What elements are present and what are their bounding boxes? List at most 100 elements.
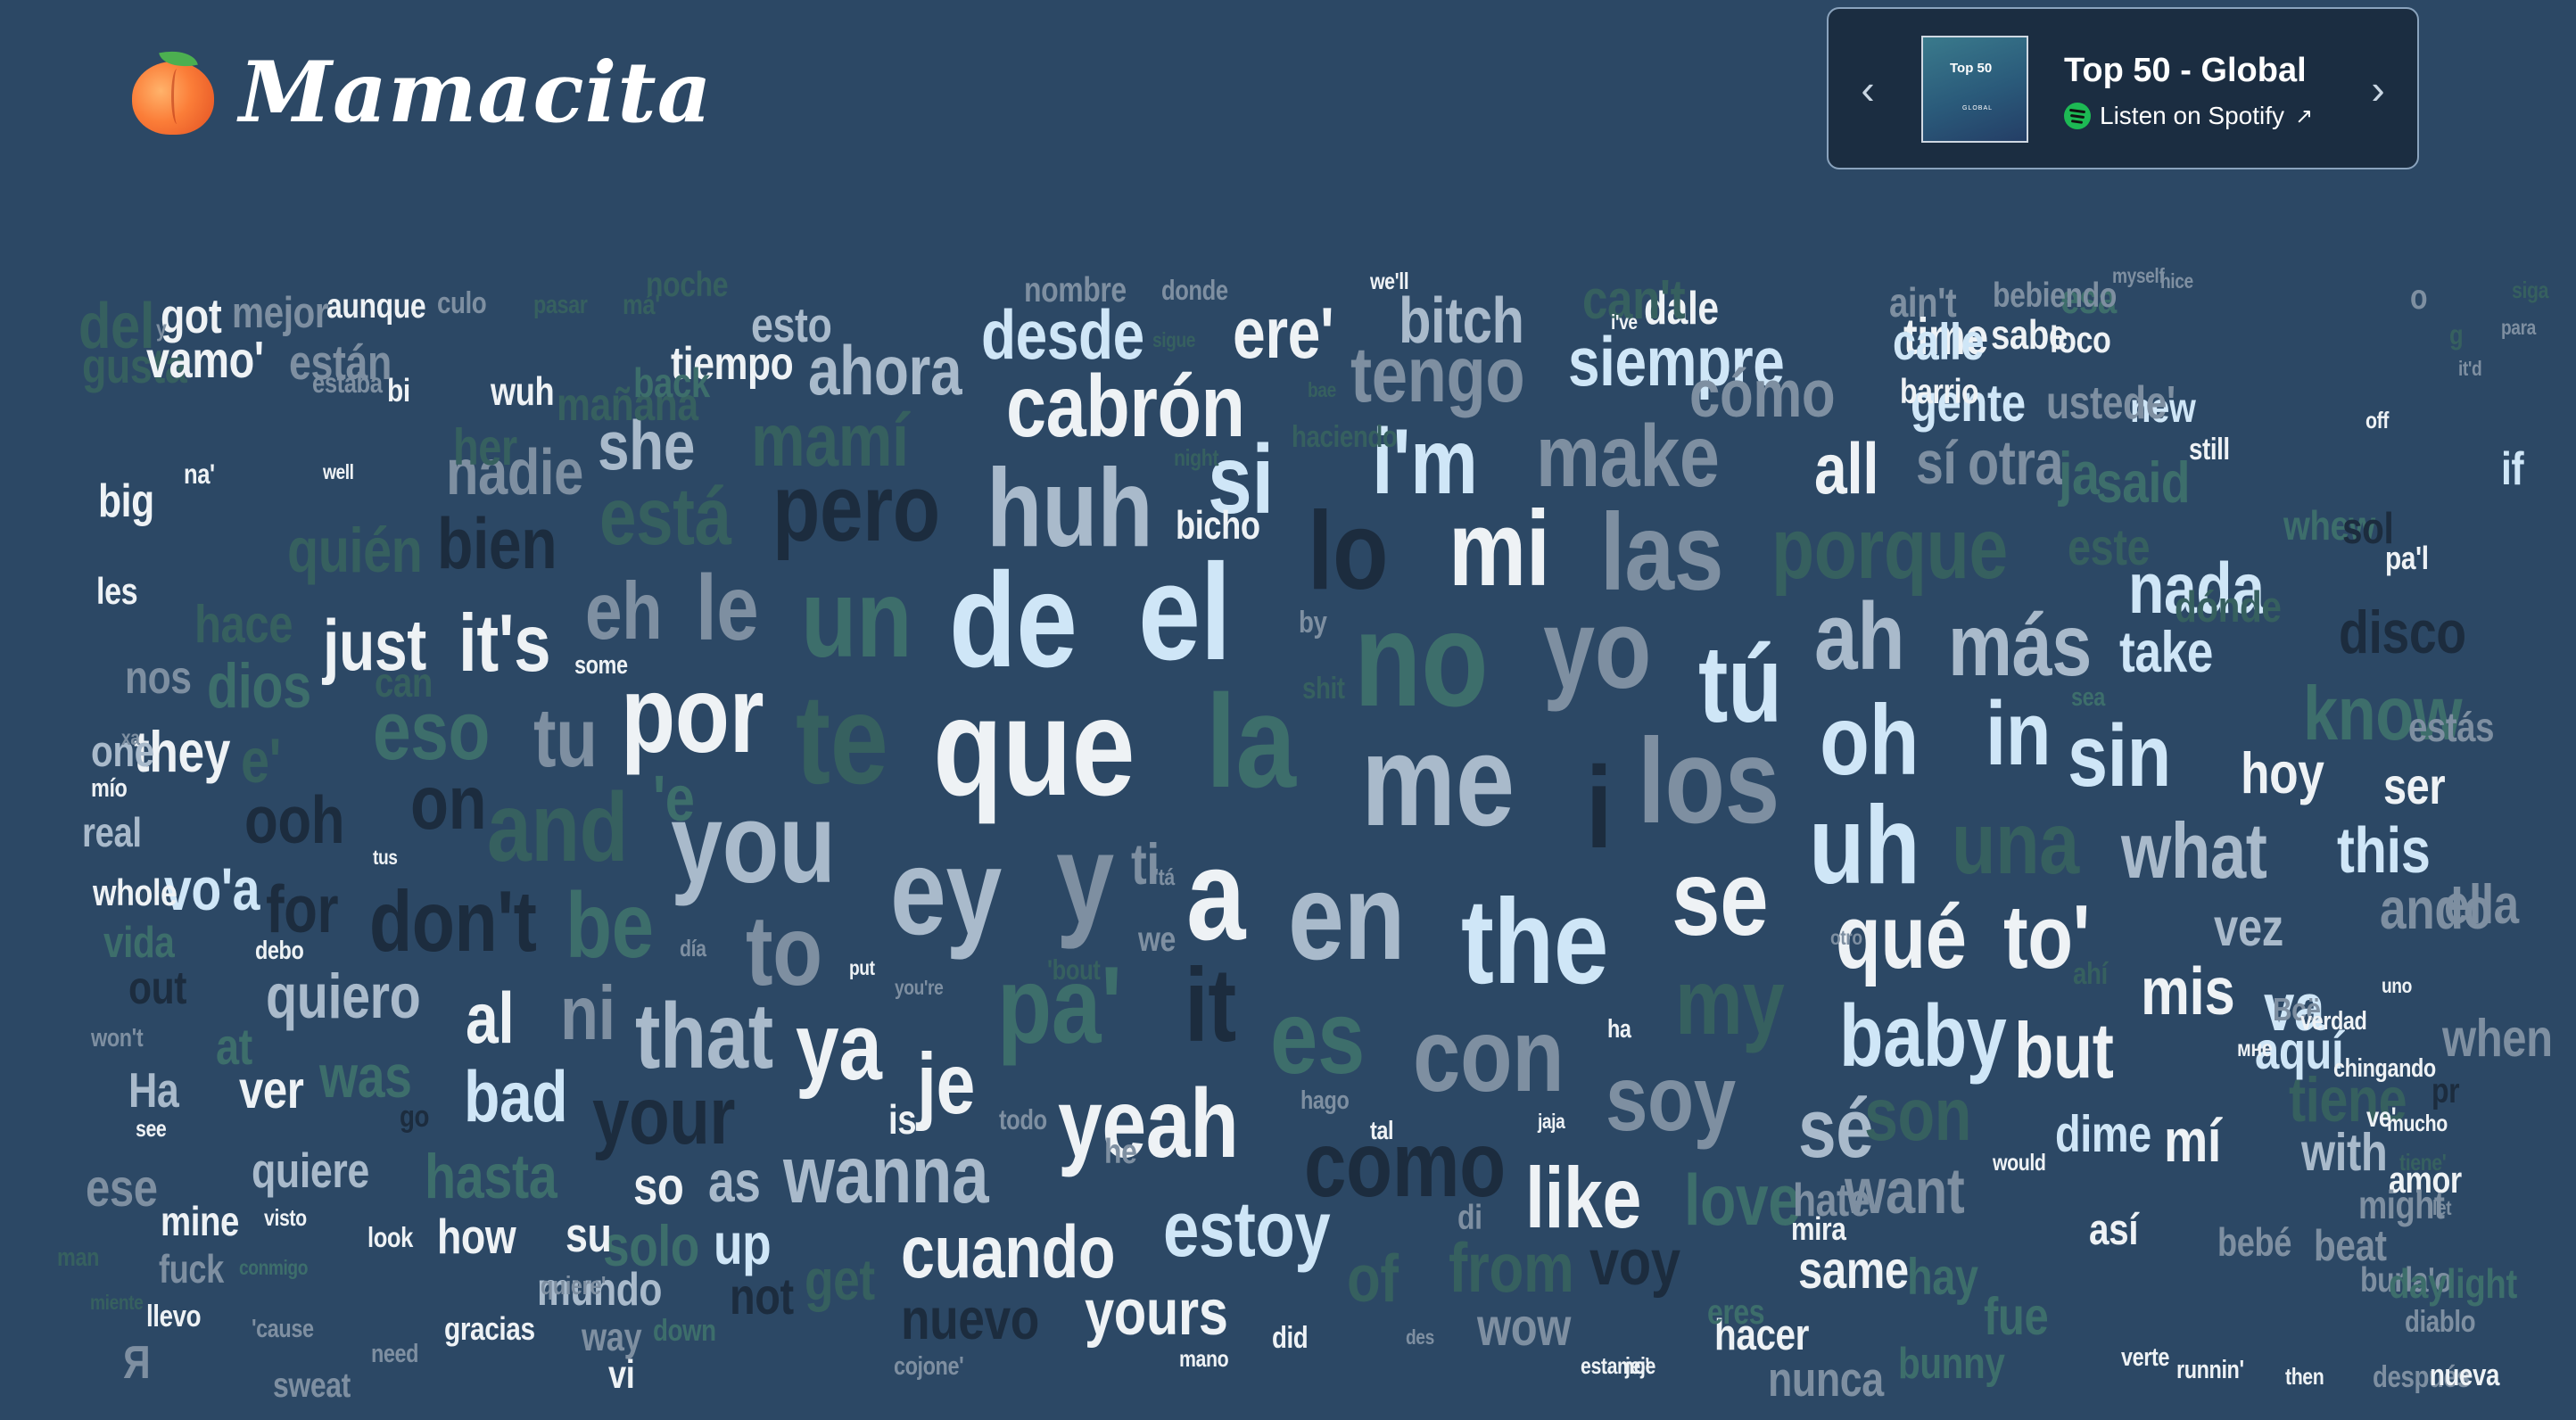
word-cloud-word: for — [266, 871, 339, 946]
word-cloud-word: would — [1993, 1149, 2046, 1176]
word-cloud-word: fue — [1984, 1286, 2049, 1346]
word-cloud-word: des — [1406, 1325, 1434, 1349]
word-cloud-word: eres — [1707, 1293, 1765, 1332]
word-cloud-word: need — [371, 1340, 419, 1368]
word-cloud-word: put — [849, 956, 875, 979]
word-cloud-word: bae — [1308, 378, 1336, 401]
word-cloud-word: tiempo — [671, 338, 794, 390]
word-cloud-word: bunny — [1898, 1339, 2005, 1388]
word-cloud-word: tus — [373, 846, 398, 869]
word-cloud-word: na' — [184, 458, 215, 490]
word-cloud-word: ey — [890, 823, 1002, 961]
word-cloud-word: bebiendo — [1993, 277, 2117, 315]
word-cloud-word: eso — [373, 683, 491, 777]
word-cloud-word: runnin' — [2176, 1356, 2244, 1384]
word-cloud-word: barrio — [1900, 373, 1979, 411]
word-cloud-word: night — [1174, 444, 1219, 471]
word-cloud-word: ha — [1607, 1015, 1631, 1044]
word-cloud-word: con — [1413, 996, 1565, 1113]
word-cloud-word: let — [2432, 1196, 2452, 1219]
word-cloud-word: yo — [1543, 585, 1652, 712]
word-cloud-word: gusta — [82, 339, 187, 393]
chevron-right-icon[interactable]: › — [2371, 66, 2385, 112]
word-cloud-word: wanna — [783, 1130, 989, 1220]
word-cloud-word: off — [2365, 407, 2389, 433]
word-cloud-word: know — [2303, 671, 2463, 756]
listen-on-spotify-link[interactable]: Listen on Spotify ↗ — [2064, 102, 2313, 130]
word-cloud-word: que — [933, 670, 1135, 825]
word-cloud-word: noche — [646, 266, 729, 304]
word-cloud-word: se — [1672, 839, 1769, 958]
word-cloud-word: para — [2501, 316, 2536, 339]
word-cloud-word: i'm — [1372, 410, 1478, 514]
word-cloud-word: tú — [1698, 623, 1782, 745]
word-cloud-word: nunca — [1768, 1352, 1884, 1407]
word-cloud-word: vez — [2214, 897, 2283, 957]
word-cloud-word: by — [1299, 606, 1327, 640]
word-cloud-word: Я — [123, 1337, 151, 1389]
word-cloud-word: vamo' — [146, 332, 264, 389]
word-cloud-word: otra — [1968, 427, 2064, 498]
word-cloud-word: es — [1270, 978, 1365, 1095]
word-cloud-word: so — [633, 1156, 684, 1216]
word-cloud-word: time — [1903, 309, 1988, 366]
word-cloud-word: mañana — [557, 379, 698, 431]
word-cloud-word: mi — [1449, 490, 1550, 608]
word-cloud-word: por — [621, 653, 764, 775]
word-cloud-word: voy — [1589, 1226, 1680, 1299]
word-cloud-word: sol — [2342, 504, 2394, 553]
word-cloud-word: we — [1138, 921, 1176, 959]
word-cloud-word: it's — [458, 599, 551, 689]
word-cloud-word: vi — [608, 1353, 635, 1397]
word-cloud-word: calle — [1893, 314, 1985, 371]
word-cloud-word: y — [1056, 808, 1114, 950]
word-cloud-word: i've — [1611, 310, 1638, 334]
word-cloud-word: can't — [1582, 269, 1686, 331]
word-cloud-word: whew — [2283, 502, 2375, 549]
word-cloud-word: dios — [207, 650, 311, 721]
word-cloud-word: can — [375, 659, 433, 706]
word-cloud-word: qué — [1836, 887, 1967, 987]
word-cloud-word: Ha — [128, 1063, 179, 1118]
word-cloud-word: 'bout — [1047, 954, 1101, 986]
app-logo[interactable]: Mamacita — [130, 39, 713, 146]
word-cloud-word: quién — [287, 515, 423, 585]
word-cloud-word: lo — [1308, 489, 1389, 613]
word-cloud-word: aunque — [326, 287, 426, 326]
word-cloud-word: solo — [603, 1213, 699, 1278]
word-cloud-word: sé — [1798, 1081, 1874, 1175]
playlist-cover: Top 50 GLOBAL — [1921, 36, 2028, 143]
word-cloud-word: vida — [103, 918, 175, 967]
word-cloud-word: Всё — [2273, 991, 2321, 1028]
word-cloud-word: la — [1206, 668, 1296, 815]
word-cloud-word: some — [574, 651, 628, 680]
word-cloud-word: your — [592, 1071, 736, 1161]
word-cloud-word: mí — [2164, 1108, 2221, 1175]
word-cloud-word: the — [1461, 874, 1609, 1009]
word-cloud-word: disco — [2339, 599, 2466, 666]
word-cloud-word: y — [156, 315, 167, 342]
word-cloud-word: gracias — [444, 1310, 535, 1347]
word-cloud-word: wow — [1477, 1297, 1572, 1357]
word-cloud-word: you're — [895, 976, 944, 999]
word-cloud-word: in — [1986, 683, 2052, 784]
word-cloud-word: out — [128, 962, 187, 1014]
chevron-left-icon[interactable]: ‹ — [1861, 66, 1875, 112]
word-cloud-word: ja — [2059, 441, 2100, 508]
word-cloud-word: hacer — [1714, 1310, 1810, 1359]
word-cloud-word: then — [2285, 1363, 2324, 1390]
word-cloud-word: siempre — [1568, 322, 1785, 400]
word-cloud-word: sea — [2071, 683, 2105, 712]
word-cloud-word: uno — [2382, 974, 2412, 997]
word-cloud-word: see — [136, 1115, 167, 1142]
word-cloud-word: tal — [1370, 1117, 1394, 1145]
word-cloud-word: otro — [1830, 926, 1862, 949]
word-cloud-word: eh — [585, 566, 663, 656]
word-cloud-word: hice — [2160, 269, 2193, 293]
word-cloud-word: ver — [239, 1060, 304, 1119]
word-cloud-word: soy — [1606, 1047, 1736, 1151]
word-cloud-word: whole — [93, 871, 178, 913]
word-cloud-word: estamo' — [1581, 1352, 1649, 1379]
word-cloud-word: it — [1185, 946, 1236, 1063]
word-cloud-word: did — [1272, 1321, 1309, 1355]
